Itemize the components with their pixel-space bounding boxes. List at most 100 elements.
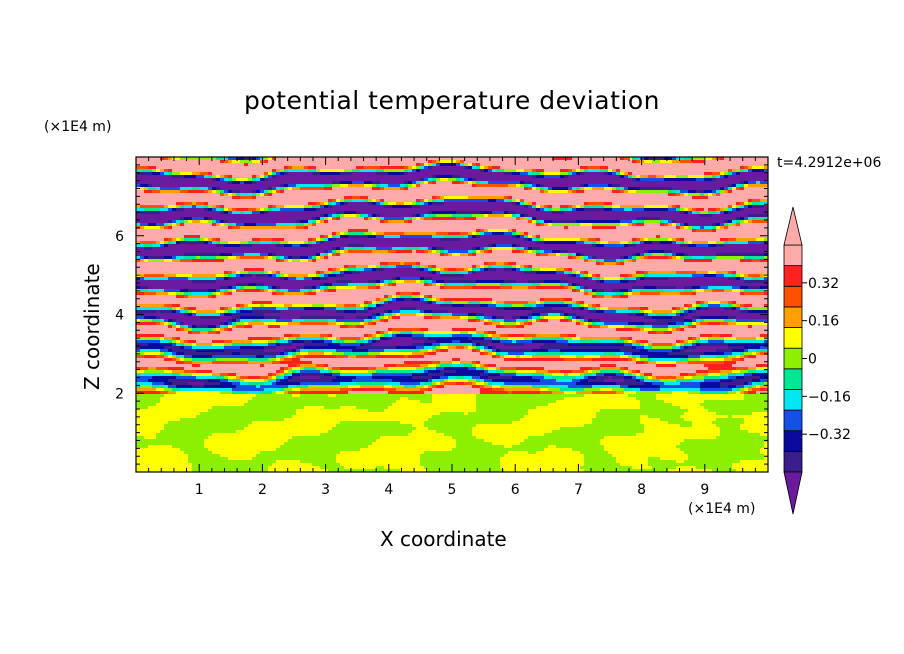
field-cell (692, 232, 696, 235)
field-cell (584, 214, 588, 217)
field-cell (304, 163, 308, 166)
field-cell (728, 196, 732, 199)
field-cell (172, 181, 176, 184)
field-cell (616, 172, 620, 175)
field-cell (664, 178, 668, 181)
field-cell (268, 187, 272, 190)
field-cell (564, 226, 568, 229)
field-cell (276, 211, 280, 214)
field-cell (356, 241, 360, 244)
field-cell (704, 184, 708, 187)
field-cell (596, 247, 600, 250)
field-cell (288, 247, 292, 250)
field-cell (316, 166, 320, 169)
field-cell (348, 169, 352, 172)
field-cell (524, 160, 528, 163)
field-cell (156, 223, 160, 226)
field-cell (504, 169, 508, 172)
field-cell (532, 241, 536, 244)
field-cell (296, 214, 300, 217)
field-cell (484, 247, 488, 250)
field-cell (644, 220, 648, 223)
field-cell (528, 157, 532, 160)
field-cell (184, 250, 188, 253)
field-cell (644, 244, 648, 247)
field-cell (468, 205, 472, 208)
field-cell (256, 193, 260, 196)
field-cell (668, 214, 672, 217)
field-cell (572, 157, 576, 160)
field-cell (604, 202, 608, 205)
field-cell (156, 211, 160, 214)
field-cell (172, 238, 176, 241)
field-cell (428, 196, 432, 199)
field-cell (660, 211, 664, 214)
field-cell (216, 229, 220, 232)
field-cell (624, 244, 628, 247)
field-cell (648, 238, 652, 241)
field-cell (628, 220, 632, 223)
field-cell (612, 196, 616, 199)
field-cell (256, 172, 260, 175)
field-cell (488, 169, 492, 172)
field-cell (180, 172, 184, 175)
field-cell (480, 232, 484, 235)
field-cell (560, 208, 564, 211)
field-cell (716, 232, 720, 235)
field-cell (520, 157, 524, 160)
field-cell (300, 160, 304, 163)
field-cell (396, 196, 400, 199)
field-cell (320, 208, 324, 211)
field-cell (224, 190, 228, 193)
field-cell (756, 157, 760, 160)
field-cell (660, 199, 664, 202)
field-cell (600, 232, 604, 235)
field-cell (248, 181, 252, 184)
field-cell (680, 181, 684, 184)
field-cell (204, 196, 208, 199)
field-cell (692, 202, 696, 205)
field-cell (648, 217, 652, 220)
field-cell (600, 223, 604, 226)
field-cell (300, 244, 304, 247)
field-cell (456, 217, 460, 220)
field-cell (696, 211, 700, 214)
field-cell (180, 238, 184, 241)
field-cell (144, 223, 148, 226)
field-cell (244, 184, 248, 187)
field-cell (236, 193, 240, 196)
field-cell (212, 178, 216, 181)
field-cell (204, 229, 208, 232)
field-cell (400, 157, 404, 160)
field-cell (468, 163, 472, 166)
field-cell (340, 238, 344, 241)
field-cell (488, 166, 492, 169)
field-cell (620, 235, 624, 238)
field-cell (644, 184, 648, 187)
field-cell (288, 232, 292, 235)
field-cell (156, 175, 160, 178)
field-cell (344, 160, 348, 163)
field-cell (536, 184, 540, 187)
field-cell (680, 178, 684, 181)
field-cell (636, 229, 640, 232)
field-cell (444, 175, 448, 178)
field-cell (360, 223, 364, 226)
field-cell (372, 232, 376, 235)
field-cell (240, 184, 244, 187)
field-cell (668, 181, 672, 184)
field-cell (408, 202, 412, 205)
field-cell (516, 211, 520, 214)
field-cell (492, 232, 496, 235)
field-cell (140, 223, 144, 226)
field-cell (552, 247, 556, 250)
field-cell (636, 238, 640, 241)
field-cell (268, 220, 272, 223)
field-cell (688, 229, 692, 232)
field-cell (464, 226, 468, 229)
field-cell (444, 181, 448, 184)
field-cell (760, 226, 764, 229)
field-cell (268, 196, 272, 199)
field-cell (572, 196, 576, 199)
field-cell (196, 223, 200, 226)
